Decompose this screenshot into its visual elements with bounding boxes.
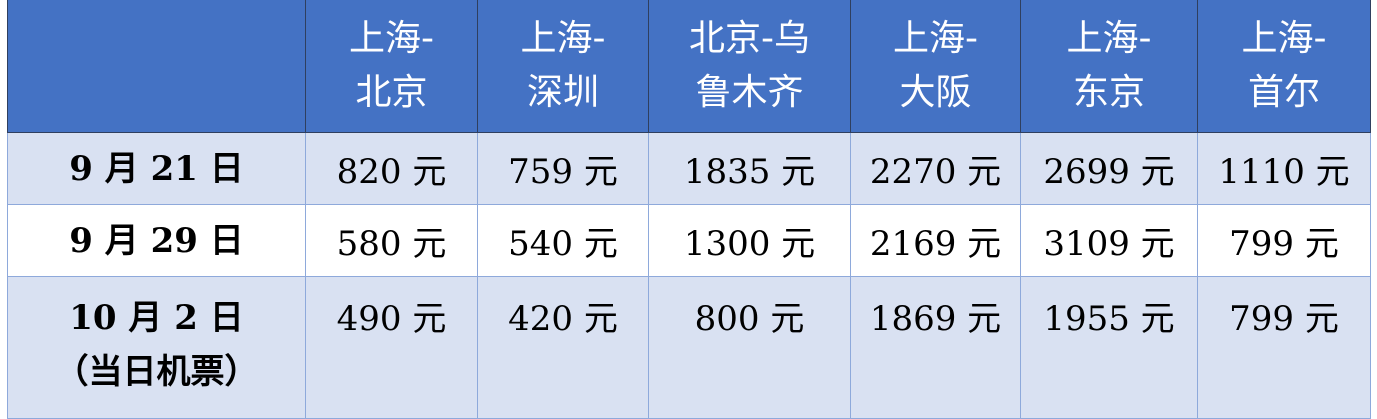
price-cell: 759 元 — [477, 132, 649, 205]
route-label: 北京-乌 鲁木齐 — [689, 18, 810, 113]
header-cell: 北京-乌 鲁木齐 — [648, 0, 851, 133]
price-cell: 1300 元 — [648, 204, 851, 277]
date-cell: 9 月 29 日 — [7, 204, 306, 277]
header-cell: 上海- 首尔 — [1197, 0, 1371, 133]
price-cell: 1835 元 — [648, 132, 851, 205]
price-cell: 2699 元 — [1020, 132, 1198, 205]
header-row: 上海- 北京 上海- 深圳 北京-乌 鲁木齐 上海- 大阪 上海- 东京 上海- 首尔 — [7, 0, 1371, 133]
header-cell — [7, 0, 306, 133]
price-cell: 420 元 — [477, 276, 649, 419]
route-label: 上海- 首尔 — [1241, 18, 1327, 113]
table-row: 9 月 29 日 580 元 540 元 1300 元 2169 元 3109 … — [7, 204, 1371, 277]
price-cell: 540 元 — [477, 204, 649, 277]
table-row: 10 月 2 日 （当日机票） 490 元 420 元 800 元 1869 元… — [7, 276, 1371, 419]
price-cell: 490 元 — [305, 276, 478, 419]
date-note: （当日机票） — [54, 352, 259, 392]
price-cell: 2270 元 — [850, 132, 1021, 205]
price-cell: 3109 元 — [1020, 204, 1198, 277]
flight-price-table: 上海- 北京 上海- 深圳 北京-乌 鲁木齐 上海- 大阪 上海- 东京 上海- 首尔 9 … — [7, 0, 1371, 419]
price-cell: 799 元 — [1197, 276, 1371, 419]
header-cell: 上海- 东京 — [1020, 0, 1198, 133]
route-label: 上海- 大阪 — [893, 18, 978, 113]
price-cell: 799 元 — [1197, 204, 1371, 277]
price-cell: 1110 元 — [1197, 132, 1371, 205]
price-cell: 820 元 — [305, 132, 478, 205]
price-cell: 2169 元 — [850, 204, 1021, 277]
header-cell: 上海- 大阪 — [850, 0, 1021, 133]
header-cell: 上海- 深圳 — [477, 0, 649, 133]
price-cell: 1955 元 — [1020, 276, 1198, 419]
price-cell: 800 元 — [648, 276, 851, 419]
route-label: 上海- 北京 — [349, 18, 434, 113]
route-label: 上海- 东京 — [1066, 18, 1152, 113]
date-cell: 10 月 2 日 （当日机票） — [7, 276, 306, 419]
header-cell: 上海- 北京 — [305, 0, 478, 133]
price-cell: 580 元 — [305, 204, 478, 277]
table-row: 9 月 21 日 820 元 759 元 1835 元 2270 元 2699 … — [7, 132, 1371, 205]
route-label: 上海- 深圳 — [520, 18, 606, 113]
date-text: 10 月 2 日 — [69, 298, 244, 338]
price-cell: 1869 元 — [850, 276, 1021, 419]
date-cell: 9 月 21 日 — [7, 132, 306, 205]
